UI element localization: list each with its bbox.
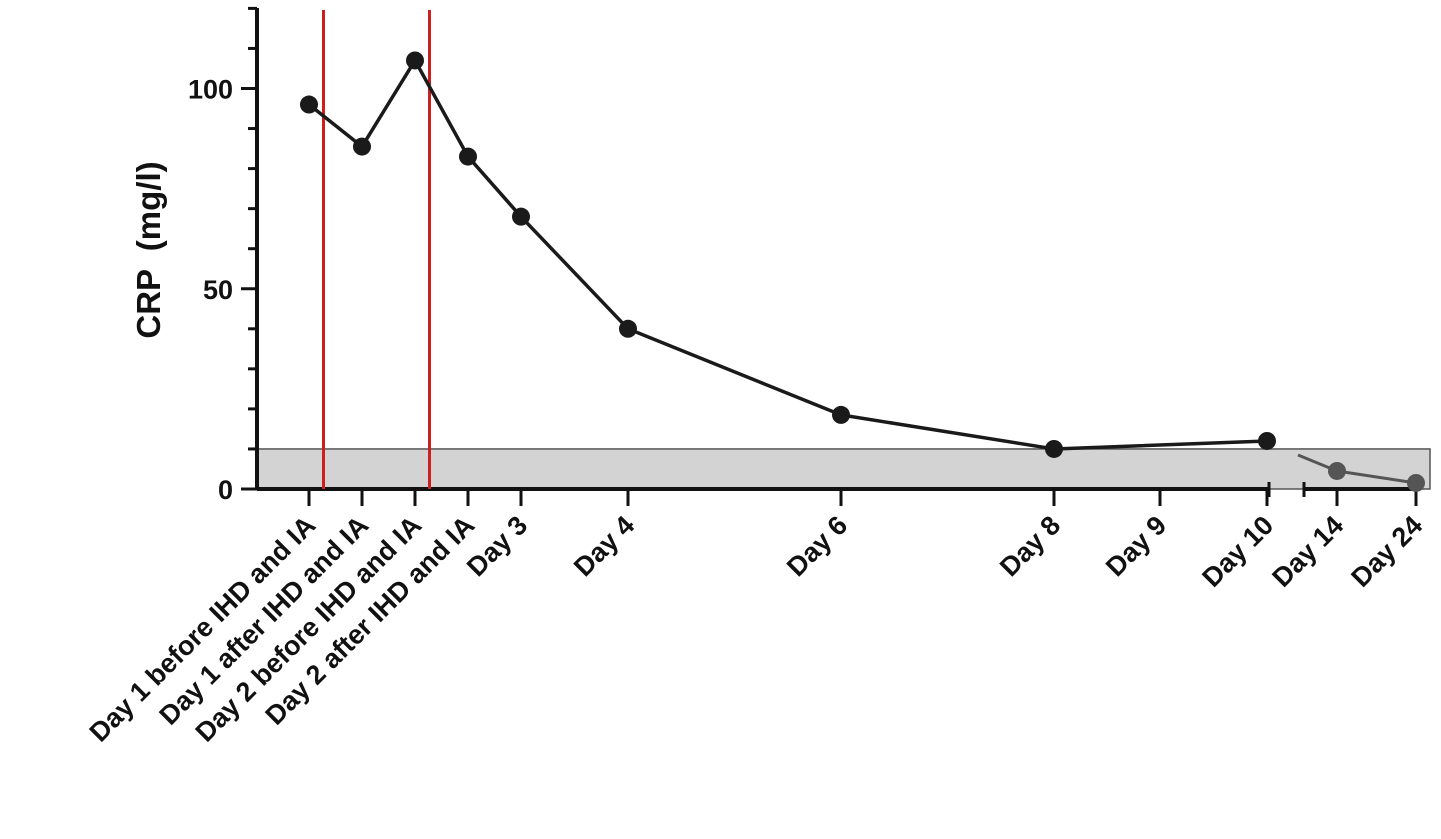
series-line-1 bbox=[307, 58, 1268, 451]
axes bbox=[241, 6, 1418, 506]
data-point bbox=[619, 319, 637, 338]
series-line-2 bbox=[1336, 469, 1417, 485]
x-tick-label: Day 9 bbox=[1100, 510, 1172, 582]
data-point bbox=[353, 137, 371, 156]
reference-band-layer bbox=[256, 448, 1431, 490]
data-point bbox=[1407, 473, 1425, 492]
data-point bbox=[1045, 439, 1063, 458]
y-axis-title: CRP (mg/l) bbox=[130, 161, 167, 338]
x-tick-label: Day 3 bbox=[461, 510, 533, 582]
y-tick-label: 0 bbox=[218, 475, 233, 505]
data-point bbox=[832, 405, 850, 424]
data-point bbox=[1258, 431, 1276, 450]
data-point bbox=[459, 147, 477, 166]
x-tick-label: Day 14 bbox=[1266, 510, 1349, 593]
x-tick-label: Day 6 bbox=[781, 510, 853, 582]
data-point bbox=[406, 51, 424, 70]
x-tick-label: Day 24 bbox=[1345, 510, 1428, 593]
data-point bbox=[300, 95, 318, 114]
x-tick-label: Day 8 bbox=[994, 510, 1066, 582]
y-tick-label: 50 bbox=[203, 275, 233, 305]
event-marker-layer bbox=[322, 10, 431, 489]
y-tick-label: 100 bbox=[188, 75, 233, 105]
data-point bbox=[1328, 461, 1346, 480]
x-tick-label: Day 4 bbox=[568, 510, 640, 582]
data-point bbox=[512, 207, 530, 226]
reference-band bbox=[256, 448, 1431, 490]
x-tick-label: Day 10 bbox=[1196, 510, 1279, 593]
series-layer bbox=[300, 51, 1425, 492]
x-tick-label: Day 1 after IHD and IA bbox=[154, 510, 375, 731]
x-tick-label: Day 2 before IHD and IA bbox=[190, 510, 428, 748]
